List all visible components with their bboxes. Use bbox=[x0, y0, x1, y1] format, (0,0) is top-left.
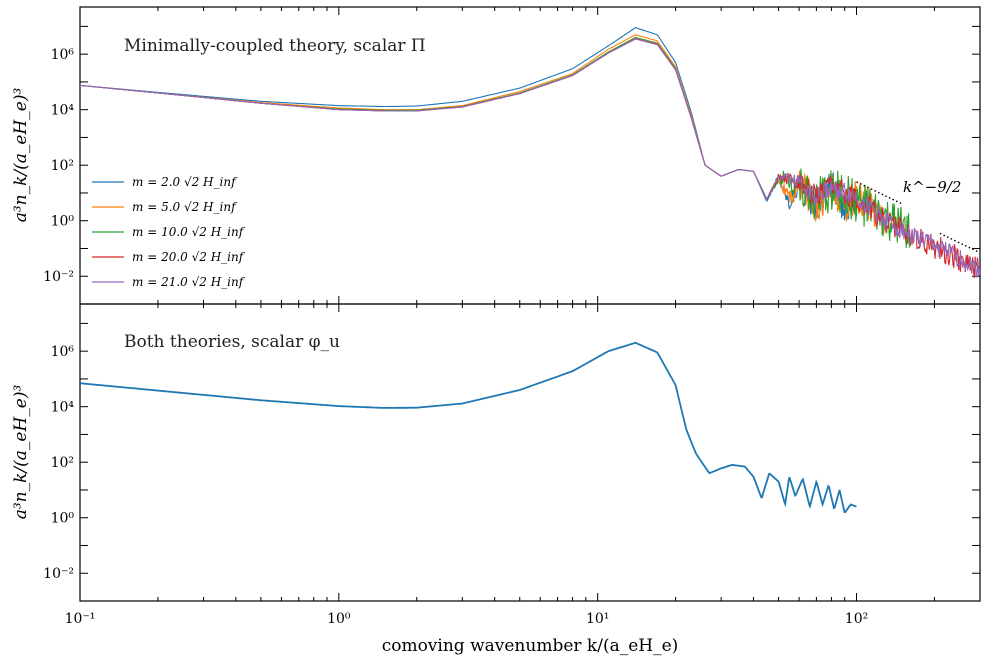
y-tick-label: 10² bbox=[51, 158, 74, 174]
slope-reference-line bbox=[939, 232, 981, 254]
top-axis-ticks: 10⁶ 10⁴ 10² 10⁰ 10⁻² bbox=[43, 7, 981, 305]
series-line bbox=[80, 27, 858, 221]
x-tick-label: 10² bbox=[845, 611, 868, 627]
slope-label: k^−9/2 bbox=[903, 178, 961, 196]
slope-annotation: k^−9/2 bbox=[856, 178, 981, 254]
legend-label: m = 2.0 √2 H_inf bbox=[132, 175, 238, 189]
bottom-axis-ticks: 10⁶ 10⁴ 10² 10⁰ 10⁻² 10⁻¹ 10⁰ 10¹ 10² bbox=[43, 304, 981, 627]
y-tick-label: 10⁰ bbox=[51, 511, 75, 527]
legend-label: m = 21.0 √2 H_inf bbox=[132, 275, 246, 289]
legend-label: m = 5.0 √2 H_inf bbox=[132, 200, 238, 214]
series-line bbox=[80, 36, 910, 248]
series-line bbox=[80, 38, 980, 279]
y-tick-label: 10⁻² bbox=[43, 269, 74, 285]
y-tick-label: 10⁻² bbox=[43, 566, 74, 582]
top-panel-title: Minimally-coupled theory, scalar Π bbox=[124, 36, 426, 56]
top-series-group bbox=[80, 27, 980, 279]
slope-reference-line bbox=[856, 181, 903, 205]
y-tick-label: 10⁶ bbox=[51, 344, 75, 360]
y-tick-label: 10⁶ bbox=[51, 47, 75, 63]
legend-label: m = 20.0 √2 H_inf bbox=[132, 250, 246, 264]
x-tick-label: 10⁻¹ bbox=[65, 611, 96, 627]
y-tick-label: 10⁰ bbox=[51, 214, 75, 230]
y-tick-label: 10² bbox=[51, 455, 74, 471]
x-tick-label: 10⁰ bbox=[327, 611, 351, 627]
legend-label: m = 10.0 √2 H_inf bbox=[132, 225, 246, 239]
bottom-series-group bbox=[80, 341, 857, 513]
y-tick-label: 10⁴ bbox=[51, 400, 75, 416]
x-axis-label: comoving wavenumber k/(a_eH_e) bbox=[382, 636, 679, 656]
x-tick-label: 10¹ bbox=[586, 611, 609, 627]
top-y-axis-label: a³n_k/(a_eH_e)³ bbox=[11, 88, 31, 223]
bottom-y-axis-label: a³n_k/(a_eH_e)³ bbox=[11, 385, 31, 520]
bottom-panel-title: Both theories, scalar φ_u bbox=[124, 332, 340, 352]
series-line bbox=[80, 38, 980, 279]
y-tick-label: 10⁴ bbox=[51, 103, 75, 119]
bottom-panel-frame bbox=[79, 303, 981, 602]
series-line bbox=[80, 341, 857, 513]
